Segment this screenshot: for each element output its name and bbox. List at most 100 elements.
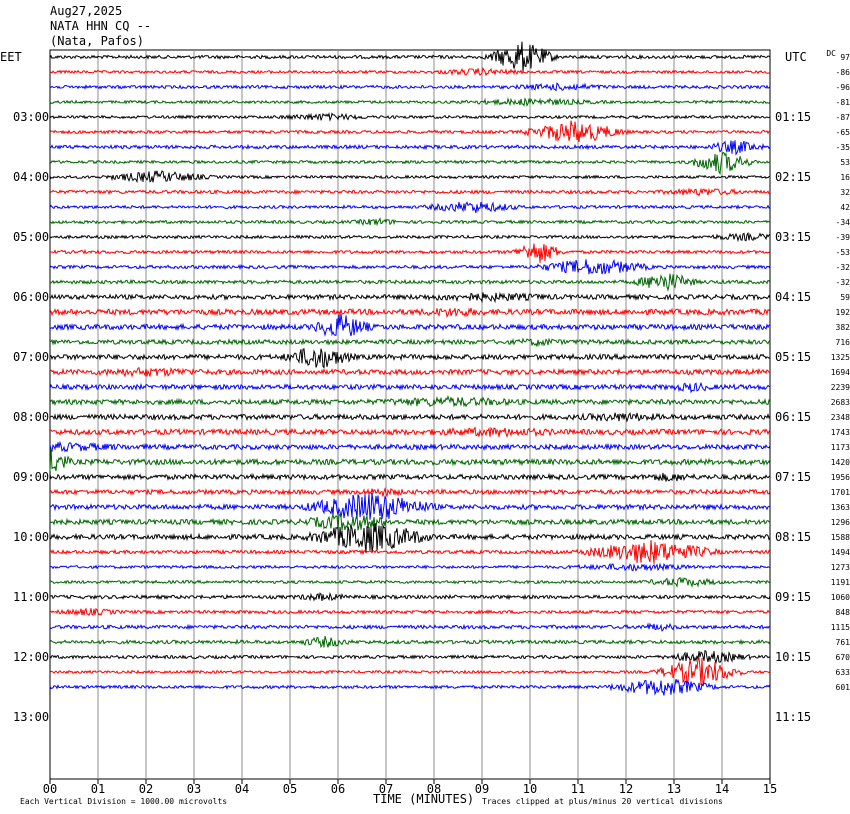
dc-offset-label: 1191 — [830, 578, 850, 587]
trace-line — [49, 97, 771, 107]
dc-offset-label: 16 — [840, 173, 850, 182]
dc-offset-label: 601 — [835, 683, 850, 692]
dc-offset-label: -39 — [835, 233, 850, 242]
dc-offset-label: 32 — [840, 188, 850, 197]
trace-line — [49, 273, 771, 292]
trace-line — [49, 440, 771, 453]
dc-offset-label: 382 — [835, 323, 850, 332]
dc-offset-label: 633 — [835, 668, 850, 677]
trace-line — [49, 348, 771, 369]
trace-line — [49, 622, 771, 632]
right-hour-label: 02:15 — [775, 170, 812, 184]
left-hour-label: 08:00 — [13, 410, 50, 424]
trace-line — [49, 243, 771, 263]
dc-offset-label: 2348 — [830, 413, 850, 422]
left-hour-label: 07:00 — [13, 350, 50, 364]
dc-offset-label: 1494 — [830, 548, 850, 557]
trace-line — [49, 607, 771, 617]
x-tick-label: 13 — [667, 782, 681, 796]
dc-offset-label: 2683 — [830, 398, 850, 407]
header-date: Aug27,2025 — [50, 4, 123, 18]
trace-line — [49, 635, 771, 649]
trace-line — [49, 112, 771, 122]
x-tick-label: 09 — [475, 782, 489, 796]
right-hour-label: 04:15 — [775, 290, 812, 304]
x-tick-label: 07 — [379, 782, 393, 796]
dc-offset-label: 1325 — [830, 353, 850, 362]
trace-line — [49, 231, 771, 243]
trace-line — [49, 657, 771, 686]
left-hour-label: 06:00 — [13, 290, 50, 304]
trace-line — [49, 493, 771, 520]
left-hour-label: 11:00 — [13, 590, 50, 604]
trace-line — [49, 649, 771, 665]
trace-line — [49, 291, 771, 304]
trace-line — [49, 187, 771, 197]
trace-line — [49, 41, 771, 72]
dc-offset-label: 53 — [840, 158, 850, 167]
x-tick-label: 08 — [427, 782, 441, 796]
trace-line — [49, 540, 771, 564]
dc-offset-label: 1173 — [830, 443, 850, 452]
left-hour-label: 13:00 — [13, 710, 50, 724]
trace-line — [49, 512, 771, 531]
dc-offset-label: 1694 — [830, 368, 850, 377]
dc-offset-label: 1420 — [830, 458, 850, 467]
trace-line — [49, 412, 771, 423]
dc-offset-label: 1273 — [830, 563, 850, 572]
header-location: (Nata, Pafos) — [50, 34, 144, 48]
dc-offset-label: 1743 — [830, 428, 850, 437]
dc-offset-label: 848 — [835, 608, 850, 617]
dc-offset-label: 97 — [840, 53, 850, 62]
trace-line — [49, 678, 771, 696]
right-hour-label: 08:15 — [775, 530, 812, 544]
trace-line — [49, 381, 771, 394]
x-axis-title: TIME (MINUTES) — [373, 792, 475, 806]
trace-line — [49, 314, 770, 337]
dc-offset-label: -87 — [835, 113, 850, 122]
left-hour-label: 05:00 — [13, 230, 50, 244]
trace-line — [49, 426, 771, 439]
dc-offset-label: 42 — [840, 203, 850, 212]
dc-offset-label: 670 — [835, 653, 850, 662]
trace-line — [49, 472, 771, 482]
dc-offset-label: 1115 — [830, 623, 850, 632]
trace-line — [49, 486, 771, 498]
dc-offset-label: -96 — [835, 83, 850, 92]
trace-line — [49, 592, 771, 602]
right-hour-label: 11:15 — [775, 710, 812, 724]
dc-offset-label: -32 — [835, 278, 850, 287]
x-tick-label: 15 — [763, 782, 777, 796]
dc-offset-label: 59 — [840, 293, 850, 302]
right-hour-label: 06:15 — [775, 410, 812, 424]
left-hour-label: 10:00 — [13, 530, 50, 544]
trace-line — [49, 170, 771, 184]
dc-offset-label: -65 — [835, 128, 850, 137]
header-station: NATA HHN CQ -- — [50, 19, 152, 33]
trace-line — [49, 140, 771, 156]
right-hour-label: 01:15 — [775, 110, 812, 124]
dc-offset-label: 716 — [835, 338, 850, 347]
x-tick-label: 03 — [187, 782, 201, 796]
x-tick-label: 10 — [523, 782, 537, 796]
dc-offset-label: 1588 — [830, 533, 850, 542]
dc-offset-label: 1701 — [830, 488, 850, 497]
trace-line — [49, 151, 770, 176]
dc-offset-label: 761 — [835, 638, 850, 647]
x-tick-label: 14 — [715, 782, 729, 796]
trace-line — [49, 201, 771, 213]
trace-line — [49, 576, 771, 589]
x-tick-label: 04 — [235, 782, 249, 796]
dc-offset-label: -34 — [835, 218, 850, 227]
right-hour-label: 10:15 — [775, 650, 812, 664]
x-tick-label: 02 — [139, 782, 153, 796]
trace-line — [49, 67, 771, 77]
dc-offset-label: 192 — [835, 308, 850, 317]
left-hour-label: 04:00 — [13, 170, 50, 184]
trace-line — [49, 337, 771, 347]
dc-header-label: DC — [826, 49, 836, 58]
dc-offset-label: -81 — [835, 98, 850, 107]
x-tick-label: 01 — [91, 782, 105, 796]
left-timezone-label: EET — [0, 50, 22, 64]
